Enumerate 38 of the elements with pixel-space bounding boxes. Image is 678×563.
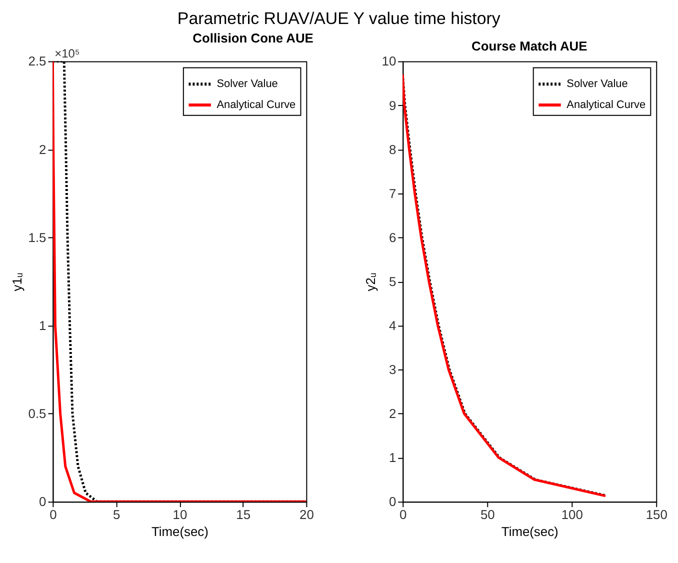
- y-tick-label: 2: [39, 142, 46, 157]
- y-tick-label: 7: [388, 186, 396, 201]
- y-tick-label: 2.5: [28, 54, 46, 69]
- chart-title: Course Match AUE: [472, 38, 588, 54]
- legend-label: Solver Value: [566, 78, 628, 90]
- y-axis-title: y1ᵤ: [9, 272, 24, 292]
- legend-label: Analytical Curve: [216, 98, 296, 111]
- y-tick-label: 8: [388, 142, 396, 157]
- y-tick-label: 1: [39, 318, 46, 333]
- x-tick-label: 5: [112, 507, 120, 522]
- y-tick-label: 1.5: [28, 230, 46, 245]
- x-tick-label: 20: [300, 507, 314, 522]
- chart-subtitle: Collision Cone AUE: [192, 30, 314, 46]
- y-tick-label: 6: [388, 230, 396, 245]
- y-tick-label: 5: [388, 274, 396, 289]
- x-tick-label: 10: [172, 507, 188, 522]
- text: ×10⁵: [54, 46, 80, 60]
- x-axis-title: Time(sec): [151, 524, 208, 539]
- chart-title: Parametric RUAV/AUE Y value time history: [177, 8, 501, 28]
- y-tick-label: 0: [39, 494, 46, 510]
- y-tick-label: 1: [388, 450, 396, 466]
- y-tick-label: 3: [388, 362, 396, 378]
- y-tick-label: 0: [388, 494, 396, 510]
- x-tick-label: 0: [50, 507, 57, 522]
- x-axis-title: Time(sec): [501, 524, 558, 539]
- y-tick-label: 4: [388, 318, 396, 333]
- legend-label: Solver Value: [216, 78, 278, 90]
- y-tick-label: 2: [388, 406, 396, 422]
- y-tick-label: 0.5: [28, 406, 46, 422]
- x-tick-label: 100: [561, 507, 583, 522]
- legend-label: Analytical Curve: [566, 98, 646, 111]
- y-tick-label: 10: [382, 54, 396, 69]
- y-axis-title: y2ᵤ: [362, 272, 378, 292]
- y-tick-label: 9: [388, 98, 396, 113]
- x-tick-label: 150: [646, 507, 668, 522]
- x-tick-label: 0: [400, 507, 407, 522]
- x-tick-label: 15: [236, 507, 250, 522]
- x-tick-label: 50: [480, 507, 495, 522]
